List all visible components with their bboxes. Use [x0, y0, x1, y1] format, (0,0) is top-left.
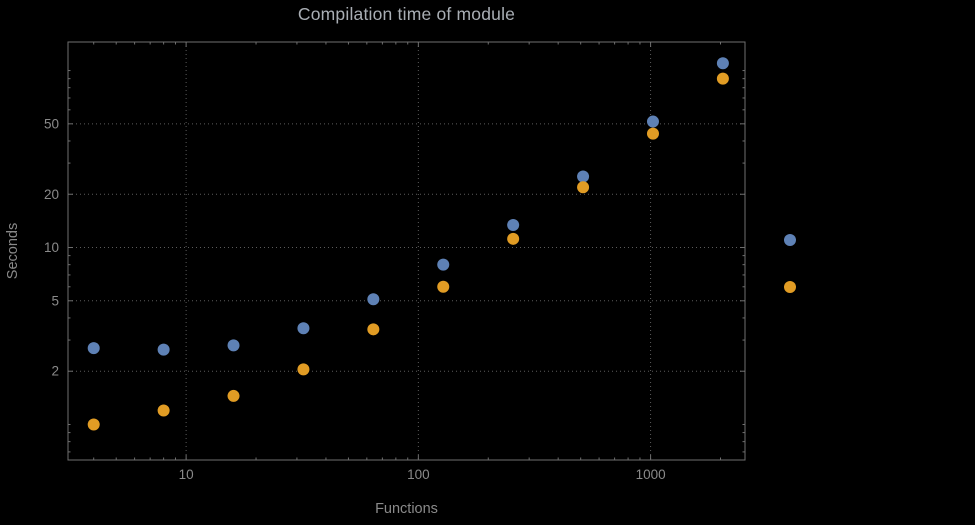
data-point — [367, 293, 380, 306]
data-point — [507, 219, 520, 232]
data-point — [227, 389, 240, 402]
data-point — [87, 418, 100, 431]
plot-frame — [67, 41, 746, 461]
y-tick-label: 50 — [44, 116, 59, 131]
data-point — [87, 342, 100, 355]
x-tick-label: 1000 — [636, 467, 666, 482]
y-tick-label: 20 — [44, 187, 59, 202]
data-point — [507, 232, 520, 245]
x-axis-label: Functions — [375, 501, 438, 517]
x-tick-label: 100 — [407, 467, 430, 482]
data-point — [297, 322, 310, 335]
legend-marker — [784, 234, 796, 246]
data-point — [716, 72, 729, 85]
data-point — [646, 127, 659, 140]
data-point — [577, 181, 590, 194]
data-point — [227, 339, 240, 352]
y-tick-label: 2 — [51, 364, 59, 379]
data-point — [716, 57, 729, 70]
data-point — [157, 343, 170, 356]
data-point — [577, 170, 590, 183]
data-point — [646, 115, 659, 128]
data-point — [437, 280, 450, 293]
y-tick-label: 10 — [44, 240, 59, 255]
data-point — [367, 323, 380, 336]
data-point — [437, 258, 450, 271]
data-point — [297, 363, 310, 376]
chart-title: Compilation time of module — [297, 4, 516, 24]
y-axis-label: Seconds — [5, 222, 21, 280]
y-tick-label: 5 — [51, 293, 59, 308]
x-tick-label: 10 — [179, 467, 194, 482]
data-point — [157, 404, 170, 417]
legend-marker — [784, 281, 796, 293]
